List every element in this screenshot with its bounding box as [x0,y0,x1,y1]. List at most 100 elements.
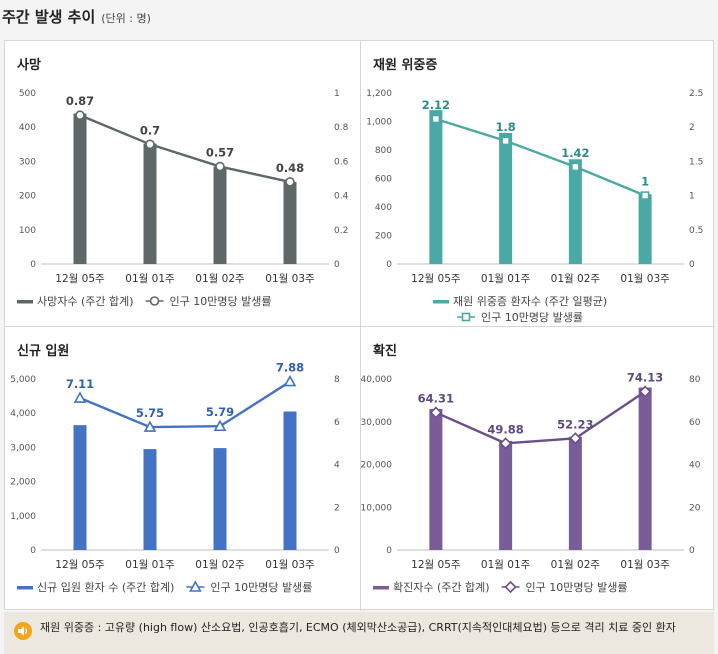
rate-line [435,117,646,197]
rate-point [640,191,650,200]
y2-tick-label: 1 [334,89,340,99]
y2-tick-label: 20 [689,503,701,513]
y-tick-label: 1,200 [366,89,392,99]
legend-marker [149,296,160,306]
rate-point [145,139,155,150]
panel-deaths: 사망 0 100 200 300 400 500 0 0.2 0.4 0.6 0.8 1 12월 05주 0… [5,41,360,326]
y2-tick-label: 2 [689,123,695,133]
speaker-icon [14,622,32,640]
legend-label: 인구 10만명당 발생률 [481,311,583,324]
y-tick-label: 600 [375,175,392,185]
y-tick-label: 2,000 [10,478,36,488]
data-label: 7.88 [276,361,304,375]
rate-point [213,419,227,432]
panel-confirmed: 확진 0 10,000 20,000 30,000 40,000 0 20 40 60 80 12월 … [361,327,716,612]
y-tick-label: 400 [19,123,36,133]
x-tick-label: 01월 03주 [265,559,315,571]
x-tick-label: 01월 03주 [265,273,315,285]
legend-label: 인구 10만명당 발생률 [526,581,628,594]
x-tick-label: 01월 01주 [481,559,531,571]
y2-tick-label: 0 [334,546,340,556]
legend-marker [461,312,471,322]
y-tick-label: 200 [19,192,36,202]
y-tick-label: 0 [386,260,392,270]
bar [499,440,513,550]
y-tick-label: 400 [375,203,392,213]
bar [429,110,443,264]
legend-label: 인구 10만명당 발생률 [210,581,312,594]
y2-tick-label: 0.8 [334,123,349,133]
y-tick-label: 800 [375,146,392,156]
data-label: 7.11 [66,377,94,391]
y2-tick-label: 0 [689,260,695,270]
x-tick-label: 12월 05주 [411,273,461,285]
data-label: 5.79 [206,405,234,419]
rate-point [571,162,580,172]
chart-admissions: 신규 입원 0 1,000 2,000 3,000 4,000 5,000 0 2 4 6 8 12월 … [10,344,340,594]
bar [213,448,227,550]
data-label: 0.48 [276,161,304,175]
y-tick-label: 0 [386,546,392,556]
y-tick-label: 5,000 [10,375,36,385]
rate-point [638,385,652,398]
legend-bar-swatch [373,586,389,590]
y2-tick-label: 60 [689,418,701,428]
y-tick-label: 20,000 [361,461,392,471]
chart-grid: 사망 0 100 200 300 400 500 0 0.2 0.4 0.6 0.8 1 12월 05주 0… [4,40,716,612]
chart-title: 재원 위중증 [373,58,437,73]
page-header: 주간 발생 추이 (단위 : 명) [2,6,151,32]
y-tick-label: 0 [30,546,36,556]
bar [638,387,652,550]
data-label: 2.12 [422,98,450,112]
bar [73,113,87,265]
y2-tick-label: 2 [334,503,340,513]
horizontal-divider [5,326,715,327]
y2-tick-label: 8 [334,375,340,385]
y-tick-label: 40,000 [361,375,392,385]
y-tick-label: 100 [19,226,36,236]
rate-point [285,177,295,187]
rate-line [79,114,291,184]
data-label: 64.31 [418,392,454,406]
y2-tick-label: 80 [689,375,701,385]
legend-bar-swatch [17,300,33,304]
unit-label: (단위 : 명) [101,12,151,25]
y-tick-label: 200 [375,232,392,242]
rate-point [73,391,87,403]
y-tick-label: 300 [19,157,36,167]
data-label: 5.75 [136,406,164,420]
rate-point [283,374,297,387]
chart-title: 신규 입원 [17,344,69,359]
y2-tick-label: 2.5 [689,89,703,99]
x-tick-label: 01월 02주 [195,273,245,285]
data-label: 1 [641,175,649,189]
legend-bar-swatch [433,300,449,304]
x-tick-label: 01월 01주 [481,273,531,285]
data-label: 49.88 [487,422,523,436]
y2-tick-label: 0 [689,546,695,556]
y2-tick-label: 0.4 [334,192,349,202]
y-tick-label: 30,000 [361,418,392,428]
y-tick-label: 4,000 [10,409,36,419]
x-tick-label: 01월 03주 [620,559,670,571]
legend-marker [504,580,517,594]
rate-point [143,420,157,432]
y-tick-label: 3,000 [10,443,36,453]
page-title: 주간 발생 추이 [2,8,96,26]
legend-label: 사망자수 (주간 합계) [37,295,134,308]
legend-label: 신규 입원 환자 수 (주간 합계) [37,581,174,594]
bar [638,194,652,264]
legend-label: 인구 10만명당 발생률 [170,295,272,308]
data-label: 1.8 [495,120,515,134]
bar [429,408,443,550]
rate-point [569,432,582,445]
data-label: 1.42 [561,146,589,160]
bar [499,132,513,264]
rate-point [501,136,510,146]
rate-point [431,114,441,124]
bar [73,425,87,550]
rate-line [79,380,291,429]
x-tick-label: 01월 02주 [551,273,601,285]
x-tick-label: 01월 02주 [195,559,245,571]
